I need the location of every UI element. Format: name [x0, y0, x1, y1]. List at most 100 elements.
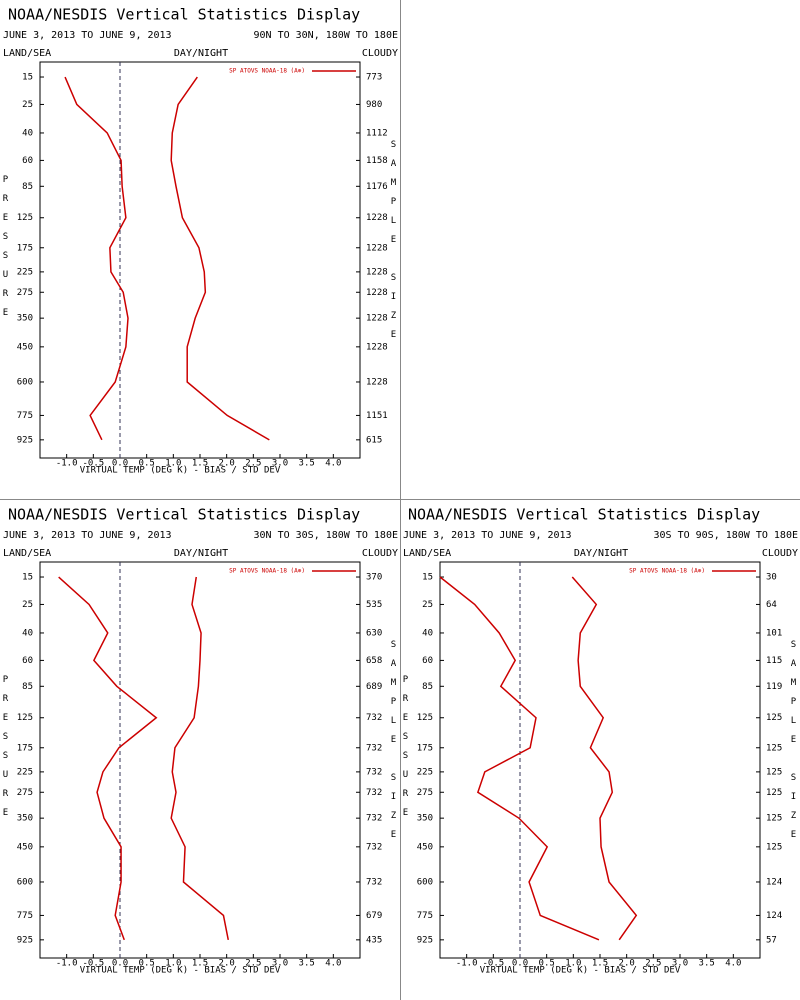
- sample-size: 125: [766, 713, 782, 723]
- x-tick-label: 0.0: [512, 959, 528, 969]
- sample-size: 115: [766, 656, 782, 666]
- land-sea: LAND/SEA: [403, 548, 451, 559]
- sample-size: 1228: [366, 377, 388, 387]
- y-tick-label: 125: [417, 713, 433, 723]
- x-tick-label: 2.5: [245, 959, 261, 969]
- y-tick-label: 60: [22, 156, 33, 166]
- y-tick-label: 600: [17, 377, 33, 387]
- y-tick-label: 25: [22, 600, 33, 610]
- day-night: DAY/NIGHT: [174, 548, 228, 559]
- y-axis-label: PRESSURE: [1, 675, 11, 827]
- x-tick-label: 1.5: [592, 959, 608, 969]
- sample-size: 732: [366, 877, 382, 887]
- y-tick-label: 85: [22, 682, 33, 692]
- sample-size: 119: [766, 682, 782, 692]
- y2-axis-label: SAMPLE SIZE: [389, 640, 399, 849]
- x-tick-label: 3.0: [272, 459, 288, 469]
- legend-label: SP ATOVS NOAA-18 (A⊕): [229, 568, 305, 575]
- x-tick-label: -0.5: [82, 459, 104, 469]
- sample-size: 732: [366, 842, 382, 852]
- x-tick-label: 2.5: [645, 959, 661, 969]
- x-tick-label: -1.0: [56, 459, 78, 469]
- sample-size: 535: [366, 600, 382, 610]
- cloud: CLOUDY: [362, 548, 398, 559]
- x-tick-label: -0.5: [82, 959, 104, 969]
- plot-frame: [39, 61, 361, 459]
- chart-title: NOAA/NESDIS Vertical Statistics Display: [8, 6, 360, 24]
- sample-size: 679: [366, 911, 382, 921]
- x-tick-label: 2.5: [245, 459, 261, 469]
- y-tick-label: 85: [422, 682, 433, 692]
- chart-title: NOAA/NESDIS Vertical Statistics Display: [8, 506, 360, 524]
- x-tick-label: 3.0: [672, 959, 688, 969]
- y-tick-label: 25: [422, 600, 433, 610]
- y-tick-label: 225: [417, 767, 433, 777]
- y-tick-label: 125: [17, 713, 33, 723]
- profile-line: [439, 576, 600, 941]
- y-tick-label: 175: [17, 243, 33, 253]
- sample-size: 732: [366, 767, 382, 777]
- sample-size: 732: [366, 814, 382, 824]
- y-tick-label: 350: [417, 814, 433, 824]
- y-tick-label: 60: [22, 656, 33, 666]
- sample-size: 370: [366, 573, 382, 583]
- cloud: CLOUDY: [762, 548, 798, 559]
- sample-size: 125: [766, 788, 782, 798]
- y-tick-label: 40: [422, 628, 433, 638]
- x-tick-label: 3.5: [299, 959, 315, 969]
- land-sea: LAND/SEA: [3, 48, 51, 59]
- x-tick-label: 2.0: [219, 959, 235, 969]
- x-tick-label: 0.5: [539, 959, 555, 969]
- sample-size: 125: [766, 743, 782, 753]
- sample-size: 658: [366, 656, 382, 666]
- x-tick-label: 3.0: [272, 959, 288, 969]
- sample-size: 124: [766, 877, 782, 887]
- sample-size: 1228: [366, 243, 388, 253]
- x-tick-label: 4.0: [725, 959, 741, 969]
- y-tick-label: 600: [17, 877, 33, 887]
- sample-size: 773: [366, 73, 382, 83]
- y-tick-label: 450: [417, 842, 433, 852]
- sample-size: 1158: [366, 156, 388, 166]
- sample-size: 1228: [366, 314, 388, 324]
- cloud: CLOUDY: [362, 48, 398, 59]
- x-tick-label: -0.5: [482, 959, 504, 969]
- sample-size: 124: [766, 911, 782, 921]
- chart-title: NOAA/NESDIS Vertical Statistics Display: [408, 506, 760, 524]
- y-tick-label: 15: [22, 73, 33, 83]
- x-tick-label: 0.5: [139, 959, 155, 969]
- y2-axis-label: SAMPLE SIZE: [789, 640, 799, 849]
- sample-size: 1112: [366, 128, 388, 138]
- profile-line: [170, 576, 230, 940]
- sample-size: 1228: [366, 342, 388, 352]
- y-tick-label: 175: [417, 743, 433, 753]
- x-tick-label: 1.0: [165, 959, 181, 969]
- y2-axis-label: SAMPLE SIZE: [389, 140, 399, 349]
- y-tick-label: 175: [17, 743, 33, 753]
- sample-size: 125: [766, 842, 782, 852]
- sample-size: 1228: [366, 213, 388, 223]
- x-tick-label: 3.5: [299, 459, 315, 469]
- y-tick-label: 60: [422, 656, 433, 666]
- date-range: JUNE 3, 2013 TO JUNE 9, 2013: [3, 530, 172, 541]
- land-sea: LAND/SEA: [3, 548, 51, 559]
- y-tick-label: 275: [417, 788, 433, 798]
- day-night: DAY/NIGHT: [174, 48, 228, 59]
- y-tick-label: 925: [417, 935, 433, 945]
- x-tick-label: 1.5: [192, 459, 208, 469]
- legend-label: SP ATOVS NOAA-18 (A⊕): [229, 68, 305, 75]
- x-tick-label: 0.0: [112, 959, 128, 969]
- x-axis-label: VIRTUAL TEMP (DEG K) - BIAS / STD DEV: [80, 466, 281, 476]
- y-tick-label: 775: [17, 411, 33, 421]
- sample-size: 980: [366, 100, 382, 110]
- plot-frame: [39, 561, 361, 959]
- y-tick-label: 275: [17, 288, 33, 298]
- x-tick-label: 0.5: [139, 459, 155, 469]
- date-range: JUNE 3, 2013 TO JUNE 9, 2013: [3, 30, 172, 41]
- y-tick-label: 40: [22, 628, 33, 638]
- x-tick-label: 0.0: [112, 459, 128, 469]
- y-tick-label: 85: [22, 182, 33, 192]
- x-tick-label: 2.0: [619, 959, 635, 969]
- y-tick-label: 925: [17, 435, 33, 445]
- sample-size: 57: [766, 935, 777, 945]
